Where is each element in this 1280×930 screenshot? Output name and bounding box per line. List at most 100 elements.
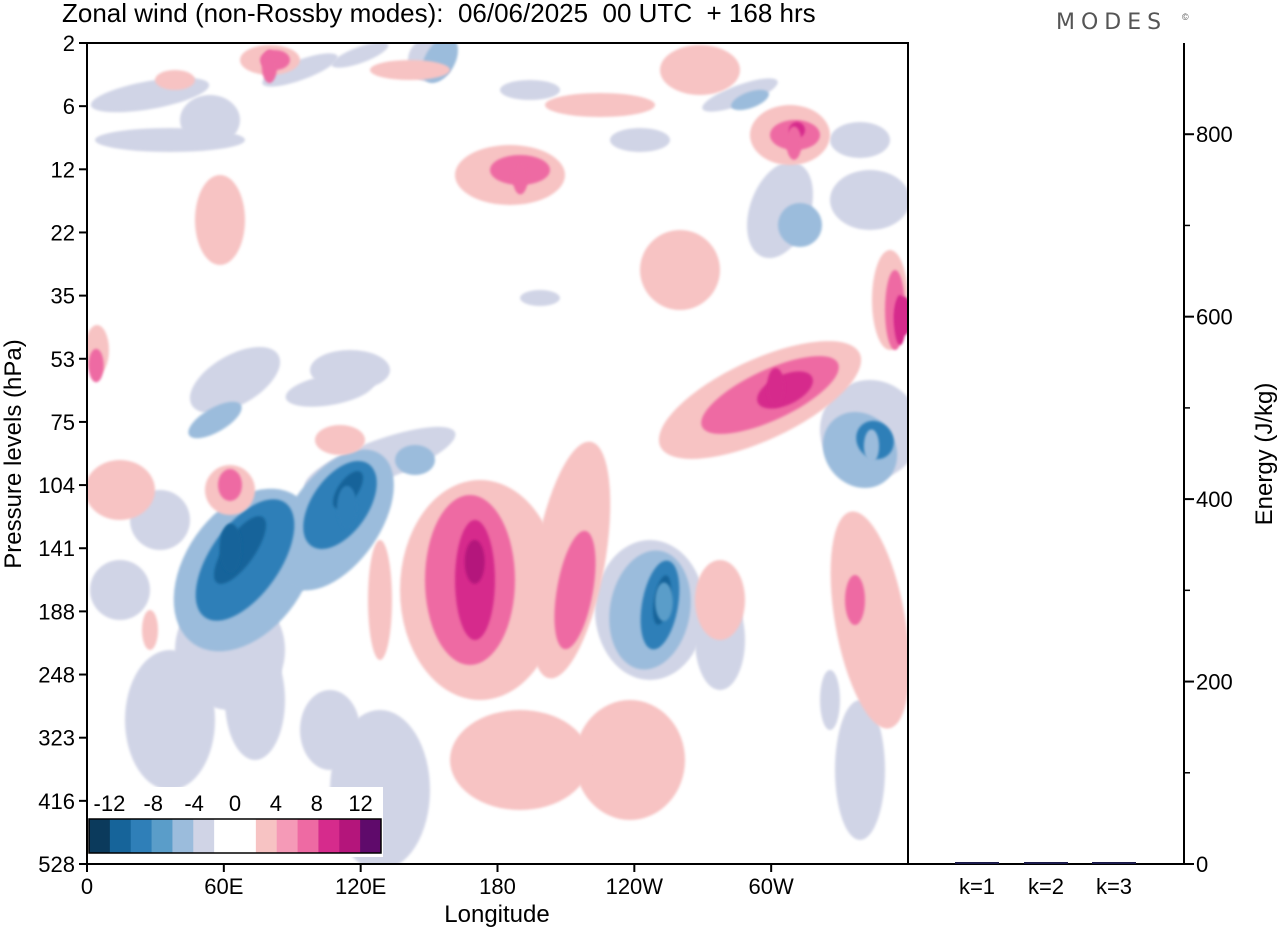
positive-contour-13 [87,460,155,520]
y-tick-label: 6 [63,94,75,119]
colorbar-swatch [172,819,194,853]
colorbar-swatch [235,819,257,853]
colorbar-label: -4 [184,791,204,816]
colorbar-swatch [214,819,236,853]
colorbar-swatch [89,819,111,853]
feature-peak-7 [786,126,802,160]
colorbar: -12 -8 -4 0 4 8 12 [87,787,383,857]
colorbar-swatch [339,819,361,853]
energy-category-label: k=1 [959,874,995,899]
negative-contour-17 [285,373,375,407]
y-tick-label: 188 [38,599,75,624]
y-tick-label: 75 [51,410,75,435]
y-axis-ticks: 2 6 12 22 35 53 75 104 141 188 248 323 416 528 [38,31,87,877]
brand-logo: MODES [1056,10,1168,35]
colorbar-swatch [193,819,215,853]
negative-contour-8 [610,128,670,152]
y-tick-label: 141 [38,536,75,561]
x-axis-title: Longitude [444,901,549,928]
y-axis-title: Pressure levels (hPa) [0,339,27,568]
y-tick-label: 2 [63,31,75,56]
feature-peak-3 [863,429,880,463]
feature-peak-1 [336,485,357,530]
colorbar-swatch [276,819,299,853]
positive-contour-1 [545,93,655,117]
x-axis-ticks: 0 60E 120E 180 120W 60W [81,864,794,899]
colorbar-label: 4 [270,791,282,816]
colorbar-swatch [130,819,153,853]
colorbar-label: 0 [229,791,241,816]
positive-contour-11 [450,710,590,810]
x-tick-label: 60W [749,874,794,899]
x-tick-label: 120W [606,874,664,899]
negative-contour-21 [300,690,360,770]
colorbar-swatch [255,819,278,853]
positive-contour-12 [830,511,908,729]
y-tick-label: 22 [51,220,75,245]
x-tick-label: 0 [81,874,93,899]
brand-copyright-mark: © [1182,12,1189,22]
y-tick-label: 248 [38,663,75,688]
feature-peak-8 [512,160,528,195]
positive-contour-22 [155,70,195,90]
y-tick-label: 528 [38,852,75,877]
y-tick-label: 12 [51,157,75,182]
positive-contour-15 [315,425,365,455]
feature-peak-9 [261,49,278,84]
x-tick-label: 180 [479,874,516,899]
negative-contour-24 [820,670,840,730]
negative-contour-28 [225,640,285,760]
energy-bar-k=3 [1092,862,1136,864]
energy-bar-k=1 [955,862,999,864]
positive-contour-19 [142,610,158,650]
negative-contour-4 [331,43,389,68]
feature-peak-10 [88,348,104,383]
energy-bar-chart: 0 200 400 600 800 k=1 k=2 k=3 [955,122,1233,899]
y-tick-label: 53 [51,347,75,372]
energy-bar-k=2 [1024,862,1068,864]
negative-contour-12 [189,346,281,414]
y-tick-label: 104 [38,473,75,498]
negative-contour-med-4 [778,203,822,247]
energy-tick-label: 400 [1196,487,1233,512]
positive-contour-3 [660,45,740,95]
colorbar-label: -12 [94,791,126,816]
energy-axis-title: Energy (J/kg) [1251,383,1278,526]
positive-contour-5 [195,175,245,265]
negative-contour-16 [90,560,150,620]
energy-tick-label: 600 [1196,305,1233,330]
x-tick-label: 120E [335,874,386,899]
hovmoller-heatmap [87,43,908,864]
positive-contour-med-1 [554,530,596,650]
colorbar-label: 12 [348,791,372,816]
y-tick-label: 323 [38,726,75,751]
positive-contour-10 [575,700,685,820]
negative-contour-9 [830,122,890,158]
y-tick-label: 416 [38,789,75,814]
x-tick-label: 60E [204,874,243,899]
colorbar-swatch [151,819,173,853]
positive-contour-med-7 [218,469,242,501]
colorbar-swatch [297,819,319,853]
y-tick-label: 35 [51,284,75,309]
negative-contour-26 [125,650,215,790]
negative-contour-med-8 [731,89,769,111]
energy-tick-label: 800 [1196,122,1233,147]
feature-peak-4 [464,539,485,584]
energy-tick-label: 0 [1196,852,1208,877]
negative-contour-2 [95,128,245,152]
positive-contour-20 [368,540,392,660]
positive-contour-21 [370,60,450,80]
colorbar-swatch [318,819,340,853]
energy-category-label: k=3 [1096,874,1132,899]
energy-category-label: k=2 [1028,874,1064,899]
positive-contour-16 [695,560,745,640]
colorbar-swatch [109,819,132,853]
negative-contour-25 [835,700,885,840]
feature-peak-2 [655,582,673,622]
chart-title: Zonal wind (non-Rossby modes): 06/06/202… [62,0,816,28]
feature-peak-0 [219,523,242,573]
feature-peak-6 [894,296,908,336]
energy-tick-label: 200 [1196,670,1233,695]
negative-contour-14 [520,290,560,306]
